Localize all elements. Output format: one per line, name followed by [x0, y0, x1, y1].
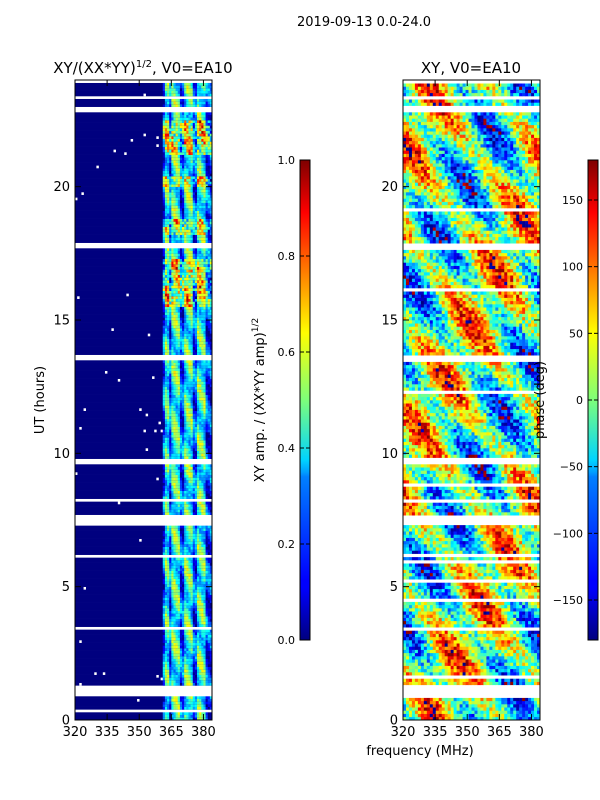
colorbar-tick-label: −150: [553, 594, 583, 607]
colorbar-tick-label: 50: [569, 327, 583, 340]
x-tick-label: 335: [423, 725, 448, 740]
amplitude-ylabel: UT (hours): [33, 366, 48, 434]
colorbar-tick-label: 100: [562, 261, 583, 274]
y-tick-label: 0: [62, 714, 70, 729]
y-tick-label: 15: [381, 314, 398, 329]
x-tick-label: 335: [95, 725, 120, 740]
colorbar-tick-label: 0.6: [278, 346, 296, 359]
amplitude-panel: XY/(XX*YY)1/2, V0=EA10 320 335 350 365 380 0 5…: [33, 59, 233, 740]
x-tick-label: 365: [159, 725, 184, 740]
colorbar-tick-label: 0.2: [278, 538, 296, 551]
amplitude-colorbar-scale: [299, 159, 311, 641]
colorbar-tick-label: −50: [560, 461, 583, 474]
y-tick-label: 0: [390, 714, 398, 729]
phase-colorbar: −150 −100 −50 0 50 100 150 phase (deg): [533, 159, 599, 641]
x-tick-label: 380: [519, 725, 544, 740]
x-tick-label: 380: [191, 725, 216, 740]
amplitude-panel-title: XY/(XX*YY)1/2, V0=EA10: [53, 59, 232, 77]
phase-colorbar-ticks: −150 −100 −50 0 50 100 150: [553, 194, 598, 607]
shared-xlabel: frequency (MHz): [366, 744, 473, 759]
y-tick-label: 20: [53, 180, 70, 195]
amplitude-colorbar: 0.0 0.2 0.4 0.6 0.8 1.0 XY amp. / (XX*YY amp)…: [251, 154, 311, 647]
phase-heatmap: [403, 80, 540, 720]
x-tick-label: 320: [391, 725, 416, 740]
amplitude-colorbar-label: XY amp. / (XX*YY amp)1/2: [251, 318, 268, 482]
x-tick-label: 350: [127, 725, 152, 740]
phase-colorbar-label: phase (deg): [533, 361, 548, 439]
amplitude-plot-frame: [74, 79, 213, 721]
y-tick-label: 10: [53, 447, 70, 462]
amplitude-axes: 320 335 350 365 380 0 5 10 15 20: [53, 80, 216, 740]
colorbar-tick-label: 1.0: [278, 154, 296, 167]
y-tick-label: 5: [62, 580, 70, 595]
colorbar-tick-label: 0.4: [278, 442, 296, 455]
phase-panel-title: XY, V0=EA10: [421, 59, 521, 77]
colorbar-tick-label: −100: [553, 527, 583, 540]
amplitude-colorbar-ticks: 0.0 0.2 0.4 0.6 0.8 1.0: [278, 154, 310, 647]
y-tick-label: 5: [390, 580, 398, 595]
amplitude-heatmap: [75, 80, 212, 720]
phase-plot-frame: [402, 79, 541, 721]
phase-axes: 320 335 350 365 380 0 5 10 15 20: [381, 80, 544, 740]
y-tick-label: 10: [381, 447, 398, 462]
phase-panel: XY, V0=EA10 320 335 350 365 380 0 5 10 15 20: [381, 59, 543, 740]
x-tick-label: 365: [487, 725, 512, 740]
colorbar-tick-label: 0.8: [278, 250, 296, 263]
x-tick-label: 320: [63, 725, 88, 740]
colorbar-tick-label: 0.0: [278, 634, 296, 647]
y-tick-label: 20: [381, 180, 398, 195]
figure-suptitle: 2019-09-13 0.0-24.0: [297, 15, 431, 30]
colorbar-tick-label: 0: [576, 394, 583, 407]
x-tick-label: 350: [455, 725, 480, 740]
colorbar-tick-label: 150: [562, 194, 583, 207]
y-tick-label: 15: [53, 314, 70, 329]
